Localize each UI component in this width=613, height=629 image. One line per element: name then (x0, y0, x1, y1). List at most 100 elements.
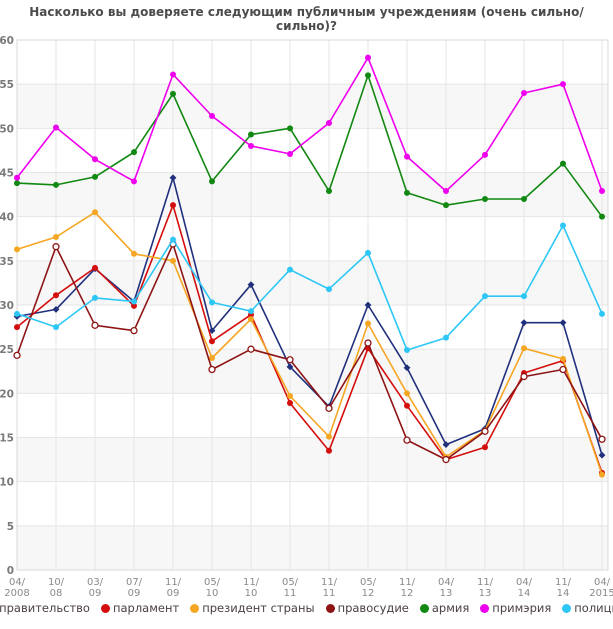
x-axis-tick-label-top: 04/ (438, 577, 455, 588)
data-point-army (209, 178, 215, 185)
data-point-justice (598, 435, 606, 443)
data-point-president (404, 390, 410, 397)
data-point-police (14, 310, 20, 317)
y-axis-tick-label: 45 (0, 168, 14, 180)
y-axis-tick-label: 0 (7, 565, 14, 577)
x-axis-tick-label-top: 11/ (321, 577, 338, 588)
y-axis-tick-label: 10 (0, 477, 14, 489)
data-point-president (131, 250, 137, 257)
x-axis-tick-label-bottom: 09 (89, 588, 102, 598)
x-axis-tick-label-top: 05/ (204, 577, 221, 588)
data-point-president (326, 433, 332, 440)
data-point-parliament (482, 444, 488, 451)
x-axis-tick-label-top: 04/ (516, 577, 533, 588)
data-point-police (326, 286, 332, 293)
x-axis-tick-label-top: 10/ (48, 577, 65, 588)
series-line-parliament (16, 204, 603, 474)
data-point-city-hall (404, 153, 410, 160)
y-axis-tick-label: 55 (0, 79, 14, 91)
x-axis-tick-label-bottom: 11 (284, 588, 297, 598)
x-axis-tick-label-top: 05/ (282, 577, 299, 588)
x-axis-tick-label-bottom: 09 (167, 588, 180, 598)
data-point-parliament (53, 292, 59, 299)
data-point-parliament (209, 338, 215, 345)
y-axis-tick-label: 35 (0, 256, 14, 268)
data-point-justice (208, 365, 216, 374)
legend-item-city-hall[interactable]: примэрия (480, 601, 551, 615)
chart-legend: правительство парламент президент страны пр… (0, 601, 613, 615)
x-axis-tick-label-top: 11/ (477, 577, 494, 588)
data-point-justice (247, 345, 255, 353)
x-axis-tick-label-bottom: 08 (50, 588, 63, 598)
grid-band (17, 260, 608, 305)
x-axis-tick-label-bottom: 12 (362, 588, 375, 598)
legend-item-president[interactable]: президент страны (190, 601, 315, 615)
chart-title: Насколько вы доверяете следующим публичн… (29, 5, 584, 33)
data-point-parliament (404, 402, 410, 409)
data-point-army (248, 131, 254, 138)
y-axis-tick-label: 40 (0, 212, 14, 224)
x-axis-tick-label-top: 11/ (555, 577, 572, 588)
x-axis-tick-label-bottom: 13 (440, 588, 453, 598)
legend-item-justice[interactable]: правосудие (325, 601, 409, 615)
data-point-police (599, 310, 605, 317)
series-line-government (16, 177, 603, 457)
legend-item-parliament[interactable]: парламент (100, 601, 180, 615)
trust-line-chart: 0 5 10 15 20 25 30 35 40 45 50 55 60 04/2008 10/08 03/0… (0, 35, 613, 598)
data-point-police (521, 293, 527, 300)
data-point-government (403, 364, 411, 372)
x-axis-tick-label-bottom: 11 (323, 588, 336, 598)
data-point-justice (559, 365, 567, 374)
x-axis-tick-label-bottom: 12 (401, 588, 414, 598)
series-line-justice (16, 243, 603, 461)
data-point-police (287, 266, 293, 273)
data-point-city-hall (443, 188, 449, 195)
x-axis-tick-label-top: 11/ (399, 577, 416, 588)
data-point-government (364, 301, 372, 309)
data-point-president (365, 320, 371, 327)
x-axis-tick-label-top: 05/ (360, 577, 377, 588)
data-point-city-hall (599, 188, 605, 195)
x-axis-tick-label-top: 04/ (594, 577, 611, 588)
data-point-government (169, 174, 177, 182)
legend-item-government[interactable]: правительство (0, 601, 90, 615)
data-point-army (92, 173, 98, 180)
data-point-army (521, 196, 527, 202)
data-point-police (53, 324, 59, 331)
data-point-city-hall (287, 150, 293, 157)
data-point-city-hall (482, 151, 488, 158)
data-point-justice (442, 455, 450, 464)
data-point-president (14, 246, 20, 253)
data-point-army (482, 196, 488, 202)
data-point-city-hall (92, 156, 98, 163)
data-point-president (53, 233, 59, 240)
data-point-army (131, 149, 137, 156)
legend-label-parliament: парламент (112, 601, 180, 615)
plot-border (16, 39, 609, 571)
data-point-justice (364, 339, 372, 347)
x-axis-tick-label-bottom: 10 (206, 588, 219, 598)
legend-item-police[interactable]: полиция (562, 601, 613, 615)
data-point-army (326, 188, 332, 195)
data-point-police (170, 236, 176, 243)
legend-label-city-hall: примэрия (492, 601, 552, 615)
legend-label-justice: правосудие (337, 601, 409, 615)
x-axis-tick-label-top: 11/ (165, 577, 182, 588)
data-point-government (598, 451, 606, 459)
data-point-president (92, 209, 98, 216)
legend-dot-parliament (100, 603, 110, 613)
data-point-army (365, 72, 371, 79)
legend-item-army[interactable]: армия (419, 601, 469, 615)
y-axis-tick-label: 50 (0, 123, 14, 135)
data-point-parliament (170, 202, 176, 209)
data-point-president (560, 355, 566, 362)
x-axis-tick-label-bottom: 2008 (4, 588, 29, 598)
data-point-government (247, 281, 255, 289)
data-point-government (286, 363, 294, 371)
y-axis-tick-label: 30 (0, 300, 14, 312)
data-point-police (365, 249, 371, 256)
y-axis-tick-label: 5 (7, 521, 14, 533)
data-point-city-hall (131, 178, 137, 185)
grid-band (17, 172, 608, 217)
series-line-army (16, 74, 603, 218)
